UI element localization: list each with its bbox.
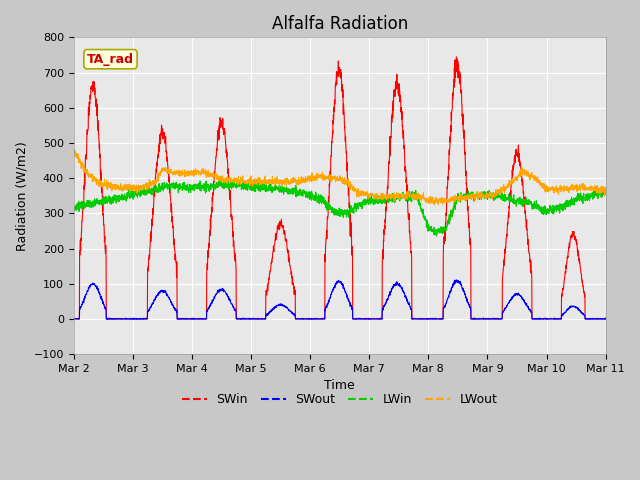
LWin: [154, 186, 161, 192]
LWout: [122, 184, 129, 190]
LWin: [263, 188, 271, 194]
SWout: [452, 277, 460, 283]
SWout: [533, 316, 541, 322]
LWin: [188, 186, 195, 192]
LWout: [533, 180, 541, 185]
LWout: [356, 191, 364, 196]
LWin: [122, 195, 129, 201]
SWin: [602, 316, 609, 322]
SWin: [533, 316, 541, 322]
SWout: [602, 315, 609, 321]
Line: SWout: SWout: [74, 280, 605, 319]
SWin: [188, 316, 195, 322]
SWin: [70, 316, 77, 322]
LWout: [154, 177, 161, 183]
LWout: [263, 178, 271, 183]
SWin: [154, 160, 161, 166]
SWout: [70, 316, 77, 322]
LWin: [70, 205, 77, 211]
SWin: [263, 292, 271, 298]
LWout: [188, 168, 195, 174]
LWin: [220, 177, 228, 182]
SWout: [188, 316, 195, 322]
LWout: [602, 187, 609, 193]
SWout: [263, 312, 271, 318]
SWin: [356, 316, 364, 322]
SWout: [122, 315, 129, 321]
SWout: [154, 293, 161, 299]
LWin: [602, 192, 609, 197]
SWin: [452, 54, 460, 60]
Title: Alfalfa Radiation: Alfalfa Radiation: [271, 15, 408, 33]
SWout: [356, 316, 364, 322]
LWin: [433, 233, 440, 239]
Line: SWin: SWin: [74, 57, 605, 319]
Legend: SWin, SWout, LWin, LWout: SWin, SWout, LWin, LWout: [177, 388, 503, 411]
Y-axis label: Radiation (W/m2): Radiation (W/m2): [15, 141, 28, 251]
LWin: [356, 202, 364, 208]
SWin: [122, 316, 129, 322]
X-axis label: Time: Time: [324, 379, 355, 393]
Line: LWout: LWout: [74, 148, 605, 204]
LWout: [430, 202, 438, 207]
Text: TA_rad: TA_rad: [87, 53, 134, 66]
LWout: [70, 145, 77, 151]
LWin: [534, 201, 541, 207]
Line: LWin: LWin: [74, 180, 605, 236]
